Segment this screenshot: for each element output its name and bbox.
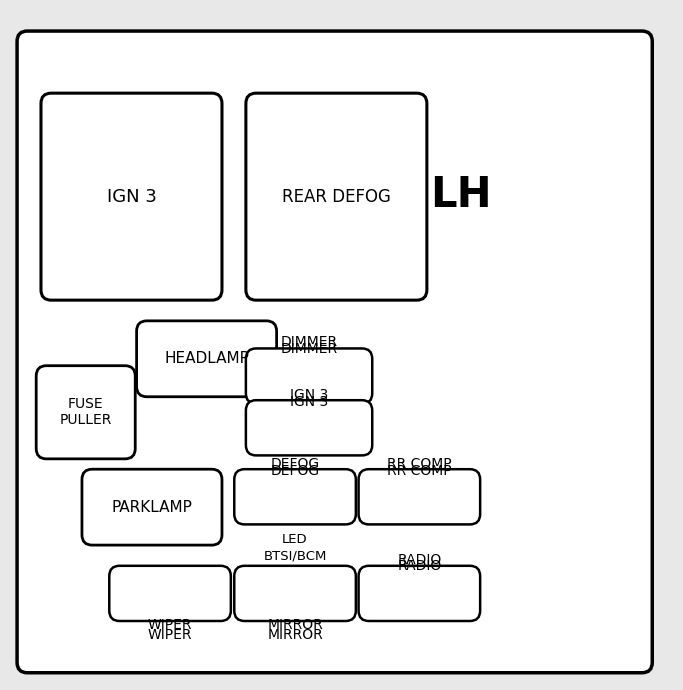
Text: REAR DEFOG: REAR DEFOG <box>282 188 391 206</box>
FancyBboxPatch shape <box>359 566 480 621</box>
FancyBboxPatch shape <box>109 566 231 621</box>
FancyBboxPatch shape <box>359 469 480 524</box>
Text: MIRROR: MIRROR <box>267 628 323 642</box>
FancyBboxPatch shape <box>36 366 135 459</box>
Text: DIMMER: DIMMER <box>281 342 338 356</box>
FancyBboxPatch shape <box>246 400 372 455</box>
Text: LED
BTSI/BCM: LED BTSI/BCM <box>264 533 326 562</box>
Text: WIPER: WIPER <box>148 628 193 642</box>
FancyBboxPatch shape <box>246 93 427 300</box>
Text: LH: LH <box>430 175 492 216</box>
Text: IGN 3: IGN 3 <box>290 395 329 408</box>
Text: DIMMER: DIMMER <box>281 335 338 349</box>
FancyBboxPatch shape <box>234 566 356 621</box>
Text: RR COMP: RR COMP <box>387 457 451 471</box>
Text: DEFOG: DEFOG <box>270 457 320 471</box>
Text: MIRROR: MIRROR <box>267 618 323 631</box>
Text: RR COMP: RR COMP <box>387 464 451 478</box>
Text: IGN 3: IGN 3 <box>107 188 156 206</box>
FancyBboxPatch shape <box>234 469 356 524</box>
Text: IGN 3: IGN 3 <box>290 388 329 402</box>
Text: FUSE
PULLER: FUSE PULLER <box>59 397 112 427</box>
FancyBboxPatch shape <box>246 348 372 404</box>
Text: DEFOG: DEFOG <box>270 464 320 478</box>
Text: RADIO: RADIO <box>398 553 441 567</box>
FancyBboxPatch shape <box>17 31 652 673</box>
Text: WIPER: WIPER <box>148 618 193 631</box>
Text: PARKLAMP: PARKLAMP <box>111 500 193 515</box>
Text: HEADLAMP: HEADLAMP <box>164 351 249 366</box>
FancyBboxPatch shape <box>137 321 277 397</box>
FancyBboxPatch shape <box>82 469 222 545</box>
Text: RADIO: RADIO <box>398 559 441 573</box>
FancyBboxPatch shape <box>41 93 222 300</box>
